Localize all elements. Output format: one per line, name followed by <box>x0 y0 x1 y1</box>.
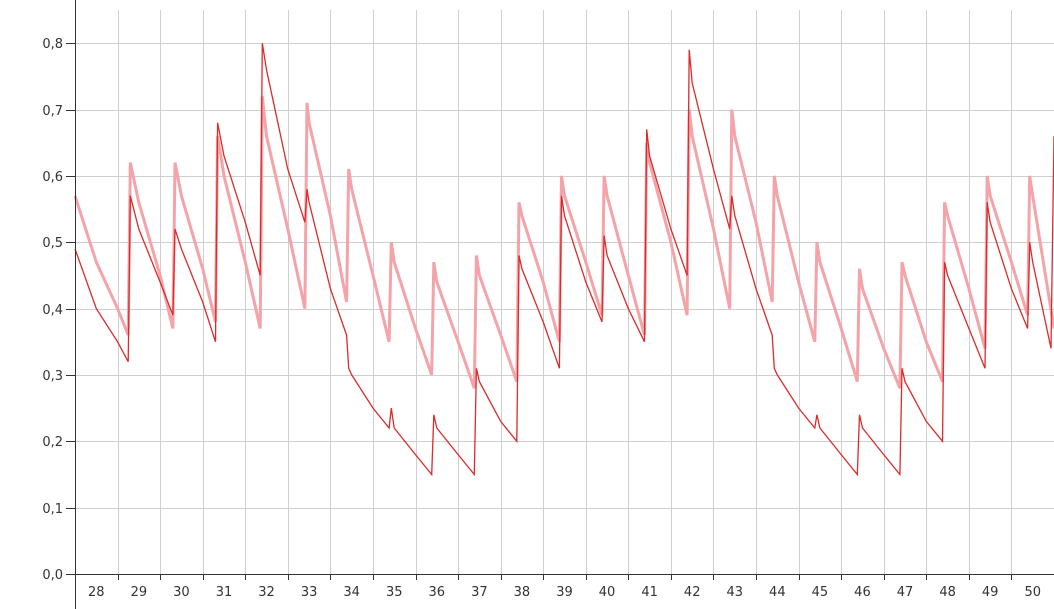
y-tick-label: 0,5 <box>42 236 63 251</box>
x-tick-label: 42 <box>684 585 701 600</box>
x-tick-label: 29 <box>131 585 148 600</box>
x-tick-label: 31 <box>216 585 233 600</box>
series-group <box>73 43 1054 477</box>
x-tick-label: 33 <box>301 585 318 600</box>
x-tick-label: 41 <box>641 585 658 600</box>
x-tick-label: 36 <box>429 585 446 600</box>
x-tick-label: 47 <box>897 585 914 600</box>
y-tick-label: 0,0 <box>42 568 63 583</box>
x-tick-label: 45 <box>812 585 829 600</box>
x-tick-label: 37 <box>471 585 488 600</box>
x-tick-label: 49 <box>982 585 999 600</box>
x-tick-label: 30 <box>173 585 190 600</box>
y-tick-label: 0,8 <box>42 37 63 52</box>
x-tick-label: 32 <box>258 585 275 600</box>
y-tick-label: 0,1 <box>42 502 63 517</box>
y-tick-label: 0,6 <box>42 170 63 185</box>
x-tick-label: 50 <box>1024 585 1041 600</box>
x-tick-label: 35 <box>386 585 403 600</box>
x-tick-label: 43 <box>726 585 743 600</box>
axes: 0,0 0,1 0,2 0,3 0,4 0,5 0,6 0,7 0,8 28 29 30 31 32 33 3… <box>42 0 1054 609</box>
series-line-2 <box>74 43 1054 477</box>
y-tick-label: 0,3 <box>42 369 63 384</box>
x-tick-label: 38 <box>514 585 531 600</box>
x-tick-label: 44 <box>769 585 786 600</box>
grid <box>75 10 1054 575</box>
x-tick-label: 46 <box>854 585 871 600</box>
x-tick-label: 34 <box>343 585 360 600</box>
x-tick-label: 39 <box>556 585 573 600</box>
x-tick-label: 28 <box>88 585 105 600</box>
y-tick-label: 0,4 <box>42 303 63 318</box>
y-tick-label: 0,7 <box>42 104 63 119</box>
y-tick-label: 0,2 <box>42 435 63 450</box>
x-tick-label: 40 <box>599 585 616 600</box>
series-line-1 <box>73 96 1054 389</box>
x-tick-label: 48 <box>939 585 956 600</box>
